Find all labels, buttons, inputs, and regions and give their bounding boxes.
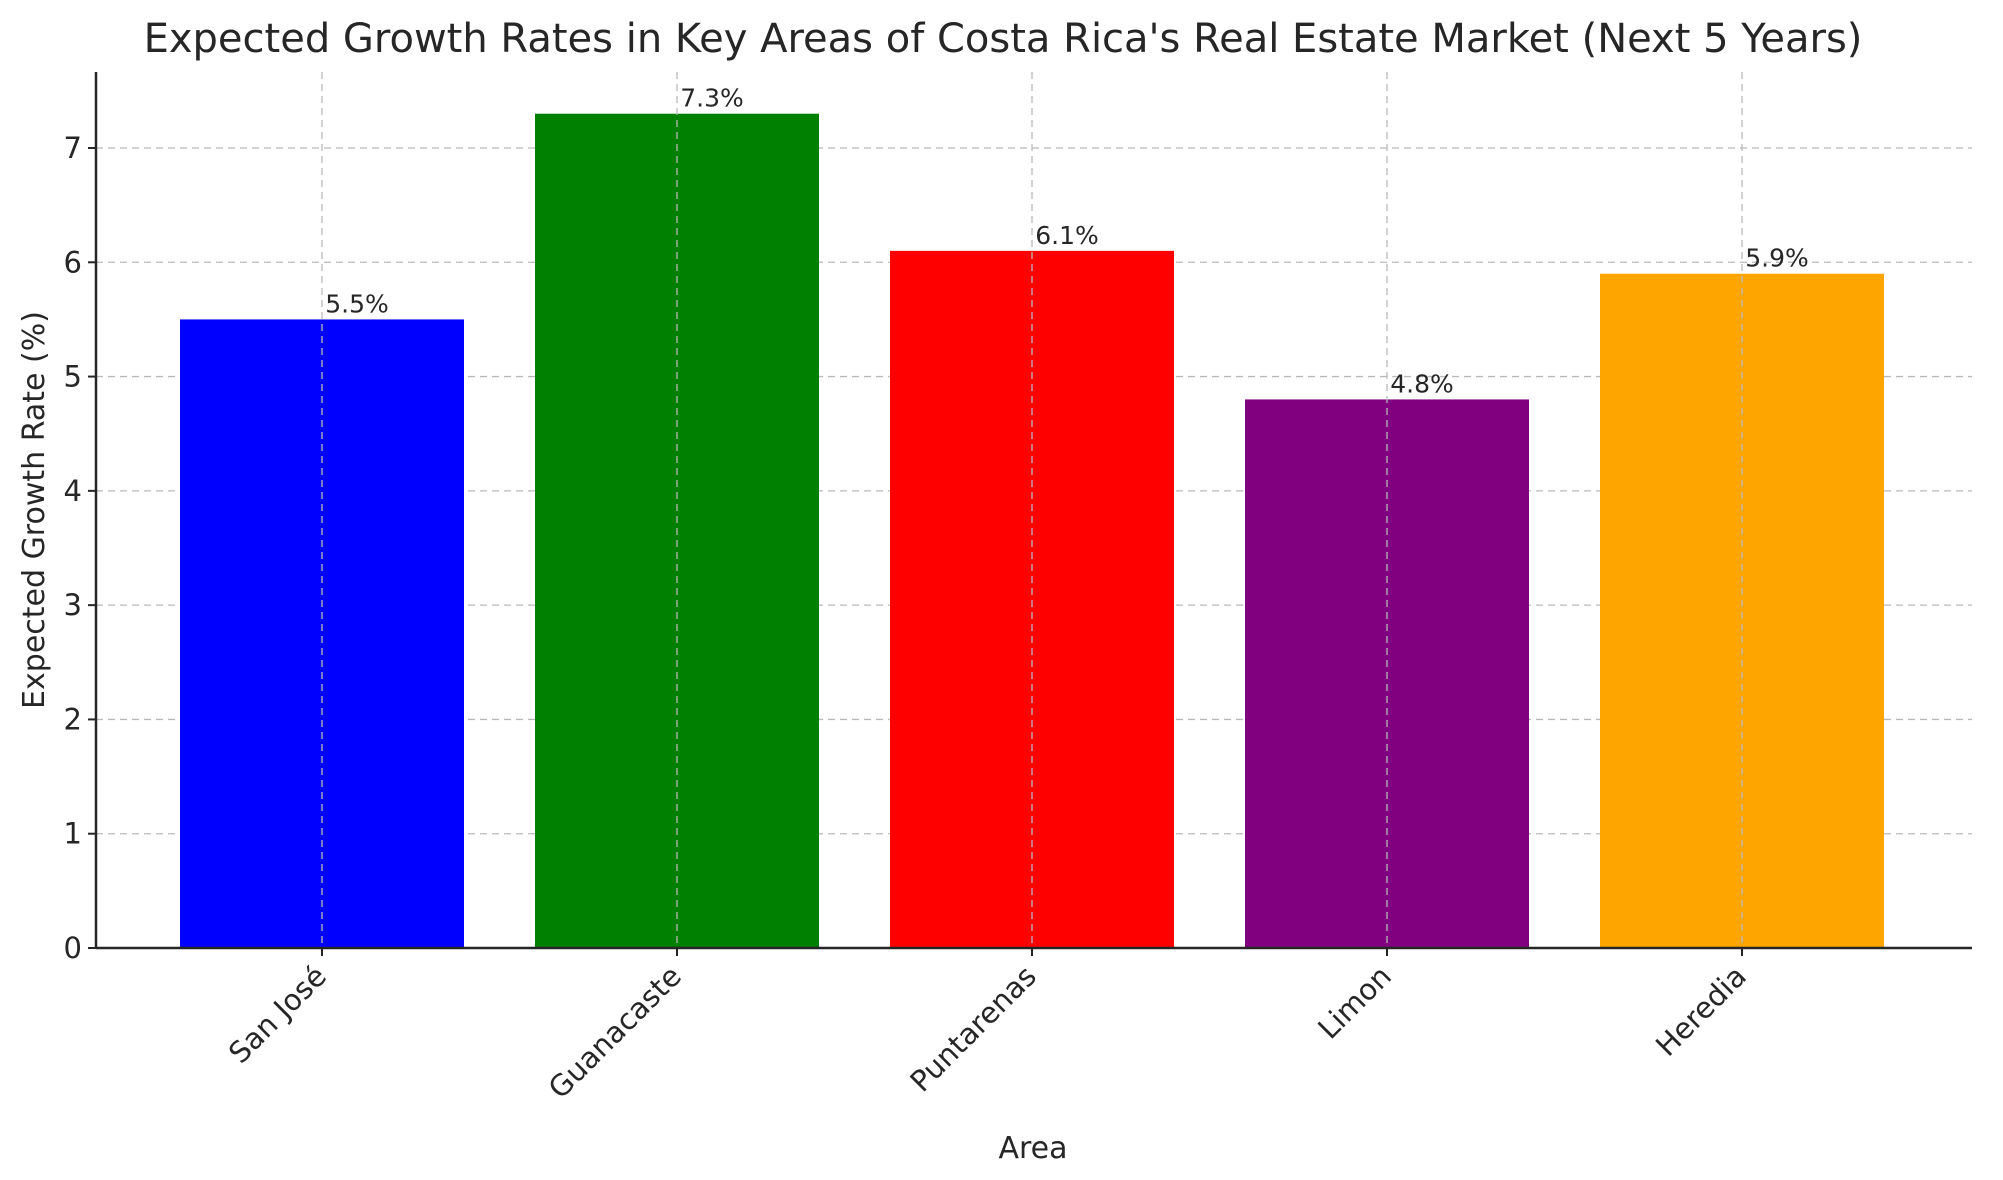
x-tick-label: Puntarenas [903,959,1042,1098]
x-axis-title: Area [998,1131,1067,1166]
data-label: 6.1% [1035,221,1099,250]
y-tick-label: 4 [64,474,82,508]
data-label: 5.9% [1745,244,1809,273]
x-tick-label: San José [222,959,333,1070]
x-tick-label: Limon [1311,959,1398,1046]
y-tick-label: 3 [64,588,82,622]
data-labels: 5.5% 7.3% 6.1% 4.8% 5.9% [325,84,1809,399]
axes [94,72,1972,950]
y-tick-label: 5 [64,360,82,394]
x-tick-label: Guanacaste [542,959,688,1105]
y-tick-label: 7 [64,131,82,165]
data-label: 5.5% [325,289,389,318]
y-tick-label: 0 [64,931,82,965]
y-tick-label: 6 [64,245,82,279]
data-label: 4.8% [1390,369,1454,398]
y-tick-label: 1 [64,817,82,851]
vertical-grid-lines [321,72,1743,948]
y-tick-label: 2 [64,702,82,736]
data-label: 7.3% [680,84,744,113]
chart-title: Expected Growth Rates in Key Areas of Co… [144,16,1863,62]
x-tick-label: Heredia [1649,959,1753,1063]
y-axis-title: Expected Growth Rate (%) [17,311,52,709]
